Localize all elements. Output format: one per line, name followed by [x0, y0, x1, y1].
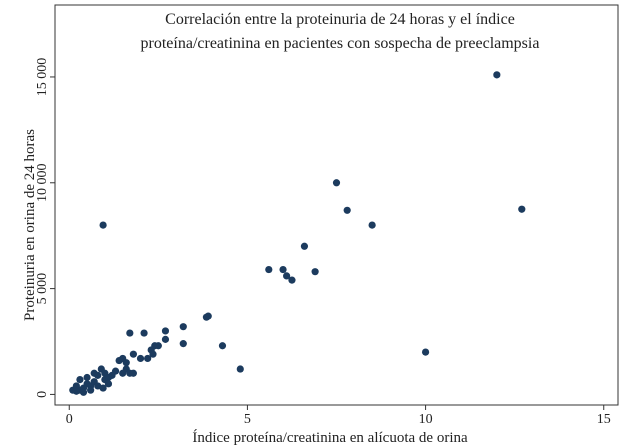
data-point — [104, 380, 113, 388]
data-point — [99, 384, 107, 392]
data-point — [300, 242, 309, 250]
data-point — [332, 179, 341, 187]
data-point — [161, 327, 170, 335]
data-point — [87, 386, 95, 394]
data-point — [368, 221, 376, 229]
plot-frame — [54, 4, 619, 406]
data-point — [493, 71, 501, 79]
data-point — [129, 369, 137, 377]
data-point — [72, 387, 80, 395]
data-point — [129, 350, 137, 358]
chart-title: Correlación entre la proteinuria de 24 h… — [165, 11, 515, 28]
data-point — [126, 329, 134, 337]
x-tick-label: 0 — [66, 412, 73, 427]
data-point — [119, 369, 127, 377]
data-point — [179, 323, 187, 331]
data-point — [136, 354, 145, 363]
data-point — [421, 348, 430, 356]
data-point — [311, 268, 319, 276]
data-point — [236, 365, 244, 373]
data-point — [518, 205, 526, 213]
data-point — [99, 221, 107, 229]
data-point — [115, 356, 123, 365]
data-point — [140, 329, 148, 337]
data-point — [204, 312, 212, 320]
y-tick-label: 15 000 — [35, 58, 50, 97]
x-axis-label: Índice proteína/creatinina en alícuota d… — [192, 429, 468, 446]
data-point — [83, 373, 91, 382]
y-tick-label: 10 000 — [35, 164, 50, 203]
data-point — [279, 265, 287, 274]
data-point — [79, 388, 88, 396]
data-point — [179, 340, 187, 348]
y-tick-label: 5 000 — [35, 273, 50, 305]
data-point — [343, 206, 351, 214]
data-point — [76, 376, 84, 384]
data-point — [144, 354, 152, 363]
data-point — [265, 265, 273, 274]
y-tick-label: 0 — [35, 391, 50, 398]
data-point — [104, 373, 113, 382]
chart-subtitle: proteína/creatinina en pacientes con sos… — [141, 35, 540, 52]
data-point — [149, 350, 157, 358]
x-tick-label: 15 — [597, 412, 611, 427]
x-tick-label: 10 — [419, 412, 433, 427]
data-point — [218, 342, 227, 350]
data-point — [161, 335, 170, 343]
data-point — [283, 272, 291, 280]
x-tick-label: 5 — [244, 412, 251, 427]
y-axis-label: Proteinuria en orina de 24 horas — [22, 129, 38, 321]
data-point — [154, 342, 162, 350]
data-point — [288, 276, 296, 284]
data-point — [90, 369, 98, 377]
